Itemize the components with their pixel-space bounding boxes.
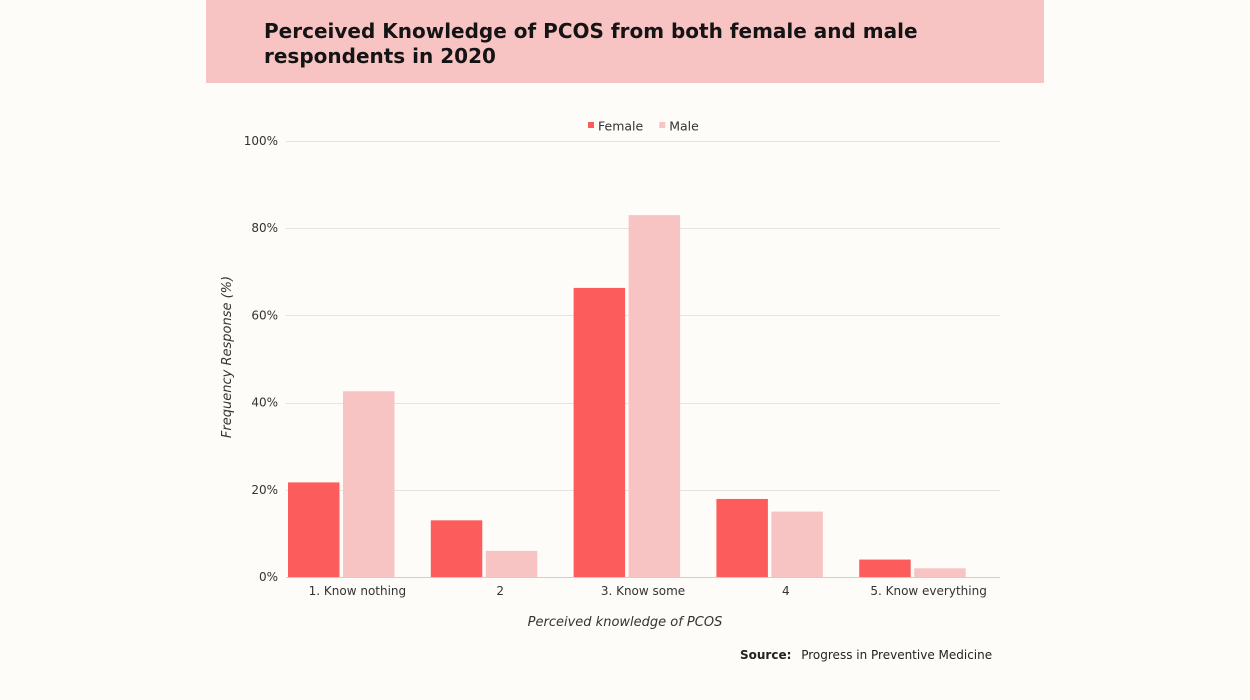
y-tick-label: 100% (244, 134, 278, 148)
y-tick-label: 60% (251, 308, 278, 322)
x-tick-label: 1. Know nothing (309, 584, 407, 598)
y-tick-label: 40% (251, 396, 278, 410)
source-note: Source: Progress in Preventive Medicine (740, 648, 992, 662)
bar-male (343, 391, 395, 577)
bars (288, 215, 966, 577)
x-tick-label: 5. Know everything (870, 584, 986, 598)
legend: Female Male (588, 119, 699, 134)
bar-male (628, 215, 681, 577)
bar-female (288, 482, 340, 577)
bar-female (430, 520, 483, 577)
bar-female (716, 498, 768, 577)
y-axis-label: Frequency Response (%) (220, 276, 235, 438)
bar-female (859, 559, 911, 577)
legend-swatch-female (588, 122, 594, 128)
bar-male (771, 511, 823, 577)
source-value: Progress in Preventive Medicine (801, 648, 993, 662)
source-label: Source: (740, 648, 792, 662)
title-banner: Perceived Knowledge of PCOS from both fe… (206, 0, 1044, 83)
y-tick-labels: 0% 20% 40% 60% 80% 100% (244, 134, 278, 584)
chart-title: Perceived Knowledge of PCOS from both fe… (264, 19, 918, 68)
bar-male (914, 568, 966, 577)
x-tick-label: 2 (496, 584, 504, 598)
x-tick-labels: 1. Know nothing 2 3. Know some 4 5. Know eve… (309, 584, 987, 598)
y-tick-label: 0% (259, 570, 278, 584)
x-tick-label: 4 (782, 584, 790, 598)
legend-swatch-male (659, 122, 666, 128)
bar-female (573, 287, 626, 577)
x-tick-label: 3. Know some (601, 584, 685, 598)
y-tick-label: 20% (251, 483, 278, 497)
legend-label-male: Male (669, 119, 699, 134)
x-axis-label: Perceived knowledge of PCOS (528, 615, 723, 630)
legend-label-female: Female (598, 119, 644, 134)
bar-male (485, 550, 538, 577)
y-tick-label: 80% (251, 221, 278, 235)
